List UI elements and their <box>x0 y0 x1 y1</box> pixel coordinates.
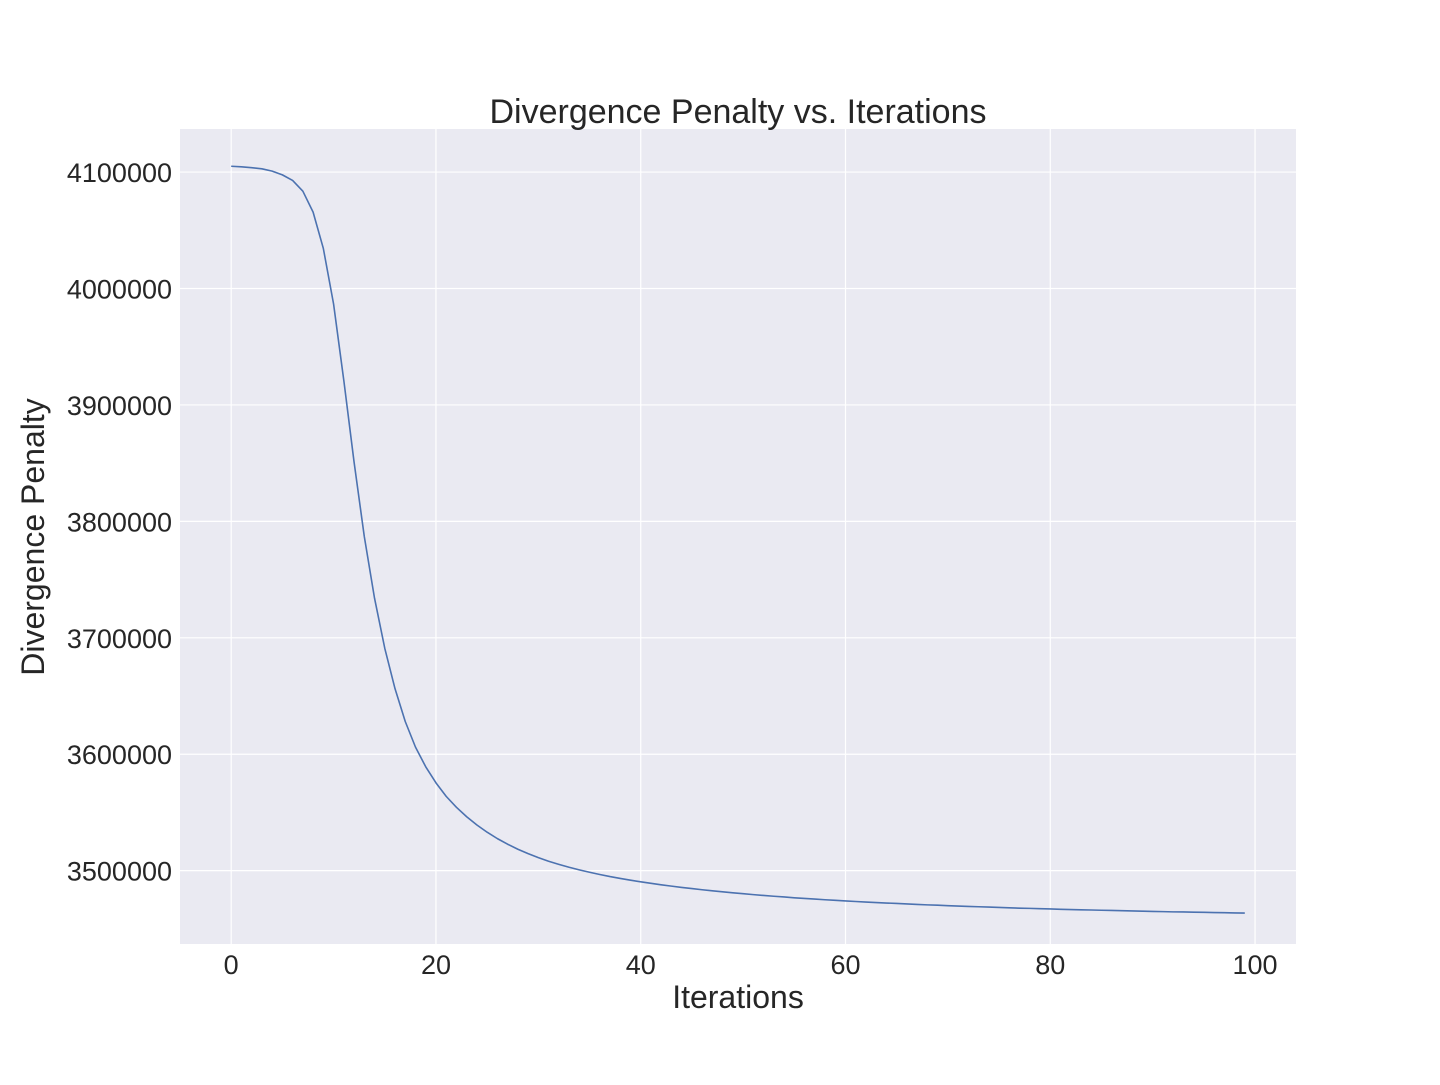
y-tick-label: 4000000 <box>67 275 172 305</box>
y-tick-label: 3700000 <box>67 624 172 654</box>
x-tick-label: 20 <box>421 950 451 980</box>
y-axis-label: Divergence Penalty <box>15 398 51 675</box>
series-layer <box>231 165 1245 914</box>
grid-lines <box>180 129 1296 944</box>
y-tick-label: 3900000 <box>67 391 172 421</box>
y-tick-label: 4100000 <box>67 158 172 188</box>
y-tick-label: 3600000 <box>67 740 172 770</box>
plot-area <box>180 129 1296 944</box>
x-tick-label: 100 <box>1233 950 1278 980</box>
tick-labels: 0 20 40 60 80 100 3500000 3600000 3700000 3800000… <box>67 158 1278 980</box>
series-line <box>231 165 1245 914</box>
y-tick-label: 3800000 <box>67 507 172 537</box>
x-tick-label: 40 <box>626 950 656 980</box>
x-tick-label: 80 <box>1035 950 1065 980</box>
x-tick-label: 0 <box>224 950 239 980</box>
chart-title: Divergence Penalty vs. Iterations <box>489 93 986 131</box>
x-axis-label: Iterations <box>672 979 804 1015</box>
y-tick-label: 3500000 <box>67 857 172 887</box>
x-tick-label: 60 <box>830 950 860 980</box>
